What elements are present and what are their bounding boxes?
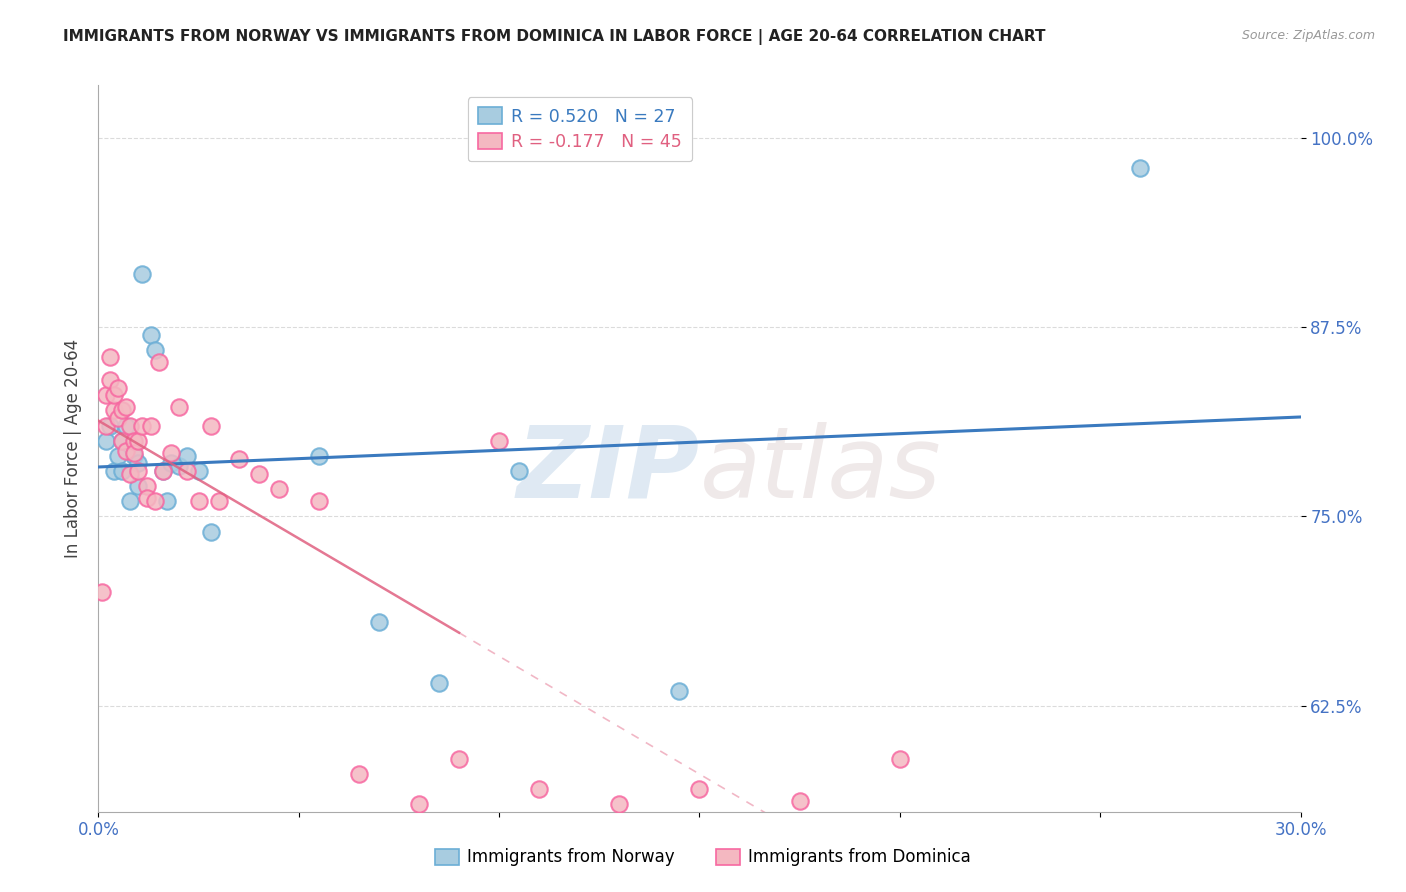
- Point: [103, 403, 125, 417]
- Point: [131, 267, 153, 281]
- Legend: R = 0.520   N = 27, R = -0.177   N = 45: R = 0.520 N = 27, R = -0.177 N = 45: [468, 97, 692, 161]
- Point: [159, 446, 181, 460]
- Point: [427, 676, 450, 690]
- Point: [96, 418, 118, 433]
- Point: [131, 418, 153, 433]
- Point: [135, 479, 157, 493]
- Point: [128, 464, 150, 478]
- Point: [267, 482, 290, 496]
- Point: [200, 418, 222, 433]
- Point: [167, 401, 190, 415]
- Point: [128, 479, 150, 493]
- Point: [111, 464, 134, 478]
- Point: [609, 797, 631, 812]
- Point: [176, 449, 198, 463]
- Point: [124, 434, 146, 448]
- Point: [124, 449, 146, 463]
- Point: [1129, 161, 1152, 175]
- Point: [128, 456, 150, 470]
- Text: atlas: atlas: [699, 422, 941, 518]
- Point: [103, 464, 125, 478]
- Point: [148, 355, 170, 369]
- Point: [100, 418, 122, 433]
- Legend: Immigrants from Norway, Immigrants from Dominica: Immigrants from Norway, Immigrants from …: [429, 842, 977, 873]
- Point: [308, 494, 330, 508]
- Point: [139, 327, 162, 342]
- Point: [488, 434, 510, 448]
- Y-axis label: In Labor Force | Age 20-64: In Labor Force | Age 20-64: [63, 339, 82, 558]
- Point: [143, 343, 166, 357]
- Point: [529, 782, 551, 797]
- Point: [120, 418, 142, 433]
- Point: [668, 683, 690, 698]
- Point: [111, 403, 134, 417]
- Point: [100, 351, 122, 365]
- Point: [128, 434, 150, 448]
- Point: [167, 459, 190, 474]
- Point: [447, 752, 470, 766]
- Point: [115, 444, 138, 458]
- Point: [107, 449, 129, 463]
- Point: [124, 446, 146, 460]
- Point: [111, 434, 134, 448]
- Point: [115, 418, 138, 433]
- Point: [103, 388, 125, 402]
- Point: [889, 752, 911, 766]
- Point: [228, 451, 250, 466]
- Point: [120, 494, 142, 508]
- Point: [152, 464, 174, 478]
- Point: [159, 456, 181, 470]
- Point: [139, 418, 162, 433]
- Point: [100, 373, 122, 387]
- Point: [187, 494, 209, 508]
- Point: [789, 794, 811, 808]
- Point: [111, 434, 134, 448]
- Point: [176, 464, 198, 478]
- Text: IMMIGRANTS FROM NORWAY VS IMMIGRANTS FROM DOMINICA IN LABOR FORCE | AGE 20-64 CO: IMMIGRANTS FROM NORWAY VS IMMIGRANTS FRO…: [63, 29, 1046, 45]
- Text: ZIP: ZIP: [516, 422, 699, 518]
- Point: [408, 797, 430, 812]
- Point: [247, 467, 270, 481]
- Point: [107, 411, 129, 425]
- Point: [91, 585, 114, 599]
- Text: Source: ZipAtlas.com: Source: ZipAtlas.com: [1241, 29, 1375, 42]
- Point: [115, 401, 138, 415]
- Point: [200, 524, 222, 539]
- Point: [187, 464, 209, 478]
- Point: [152, 464, 174, 478]
- Point: [96, 434, 118, 448]
- Point: [135, 491, 157, 506]
- Point: [143, 494, 166, 508]
- Point: [107, 381, 129, 395]
- Point: [347, 767, 370, 781]
- Point: [120, 467, 142, 481]
- Point: [688, 782, 710, 797]
- Point: [368, 615, 391, 630]
- Point: [308, 449, 330, 463]
- Point: [155, 494, 177, 508]
- Point: [208, 494, 231, 508]
- Point: [508, 464, 530, 478]
- Point: [96, 388, 118, 402]
